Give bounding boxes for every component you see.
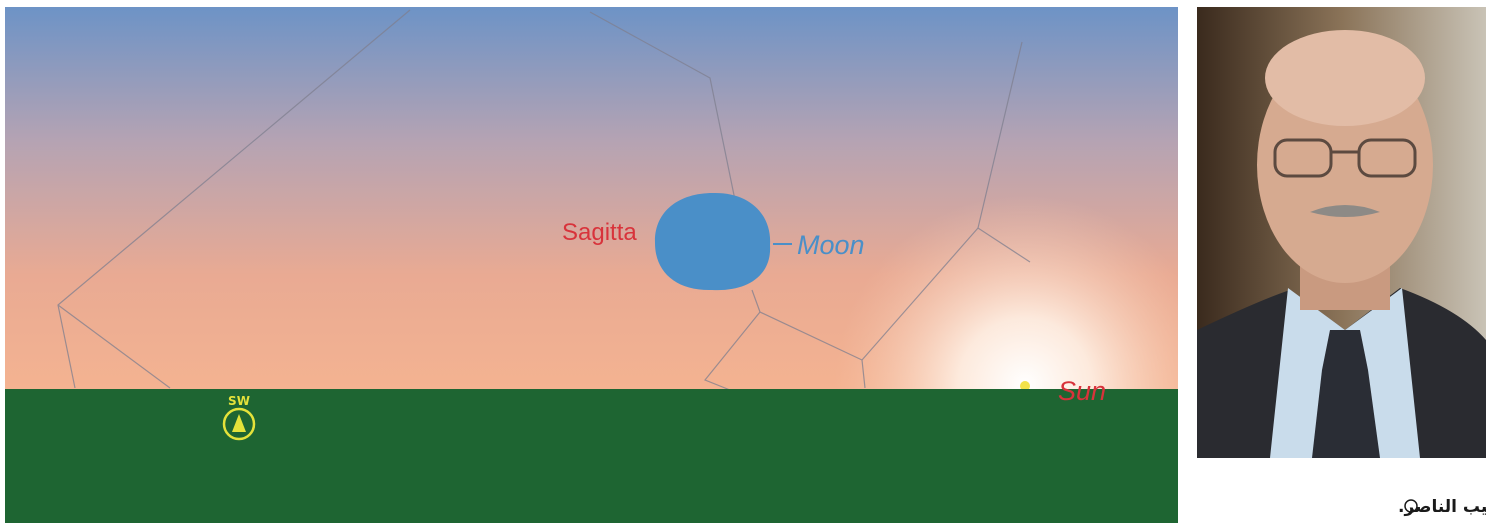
sun-label: Sun	[1058, 376, 1106, 406]
page-canvas: Sagitta Moon Sun SW د. وهيب الناصر.	[0, 0, 1486, 523]
sky-view: Sagitta Moon Sun SW	[5, 7, 1178, 523]
moon-disc	[655, 193, 770, 290]
head-top	[1265, 30, 1425, 126]
moon-label: Moon	[797, 230, 865, 260]
portrait	[1197, 7, 1486, 458]
constellation-label: Sagitta	[562, 219, 637, 246]
page: Sagitta Moon Sun SW د. وهيب الناصر. (() …	[0, 0, 1486, 523]
direction-label: SW	[228, 394, 250, 408]
sun-glow	[5, 7, 1178, 390]
ground	[5, 389, 1178, 523]
